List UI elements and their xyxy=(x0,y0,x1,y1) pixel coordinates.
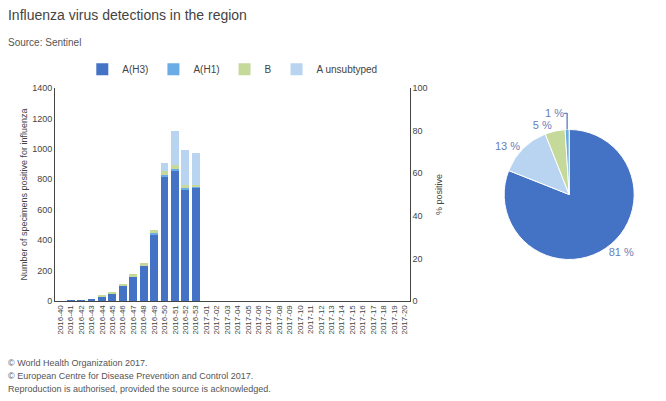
svg-text:100: 100 xyxy=(412,83,427,93)
svg-text:2017-13: 2017-13 xyxy=(327,305,336,335)
svg-text:2017-11: 2017-11 xyxy=(306,305,315,334)
svg-text:40: 40 xyxy=(412,211,422,221)
svg-text:1000: 1000 xyxy=(32,144,52,154)
svg-text:2017-06: 2017-06 xyxy=(254,305,263,335)
svg-text:600: 600 xyxy=(37,205,52,215)
svg-text:% positive: % positive xyxy=(434,174,444,215)
svg-text:2016-53: 2016-53 xyxy=(191,305,200,335)
svg-text:2016-41: 2016-41 xyxy=(66,305,75,335)
svg-text:0: 0 xyxy=(412,296,417,306)
svg-text:A(H3): A(H3) xyxy=(122,64,148,75)
svg-text:A(H1): A(H1) xyxy=(193,64,219,75)
svg-text:2016-42: 2016-42 xyxy=(77,305,86,335)
svg-text:2017-12: 2017-12 xyxy=(317,305,326,335)
svg-text:2017-18: 2017-18 xyxy=(379,305,388,335)
svg-text:400: 400 xyxy=(37,235,52,245)
svg-text:2017-07: 2017-07 xyxy=(264,305,273,335)
svg-text:Reproduction is authorised, pr: Reproduction is authorised, provided the… xyxy=(8,384,271,394)
svg-text:2016-44: 2016-44 xyxy=(98,305,107,335)
svg-text:2017-20: 2017-20 xyxy=(400,305,409,335)
svg-text:2017-05: 2017-05 xyxy=(244,305,253,335)
svg-text:2017-03: 2017-03 xyxy=(223,305,232,335)
svg-text:2017-08: 2017-08 xyxy=(275,305,284,335)
svg-text:Influenza virus detections in: Influenza virus detections in the region xyxy=(8,7,247,23)
svg-text:2016-40: 2016-40 xyxy=(56,305,65,335)
svg-text:2016-43: 2016-43 xyxy=(87,305,96,335)
svg-text:Source: Sentinel: Source: Sentinel xyxy=(8,37,81,48)
svg-text:2016-47: 2016-47 xyxy=(129,305,138,335)
svg-text:2017-14: 2017-14 xyxy=(337,305,346,335)
svg-text:B: B xyxy=(265,64,272,75)
svg-text:A unsubtyped: A unsubtyped xyxy=(317,64,378,75)
svg-text:2017-19: 2017-19 xyxy=(390,305,399,335)
svg-text:20: 20 xyxy=(412,254,422,264)
svg-text:2017-17: 2017-17 xyxy=(369,305,378,335)
svg-text:2016-46: 2016-46 xyxy=(118,305,127,335)
svg-text:2016-49: 2016-49 xyxy=(150,305,159,335)
svg-text:13 %: 13 % xyxy=(495,140,520,152)
svg-text:2017-02: 2017-02 xyxy=(212,305,221,335)
svg-text:5 %: 5 % xyxy=(533,119,552,131)
svg-text:0: 0 xyxy=(47,296,52,306)
svg-text:2016-52: 2016-52 xyxy=(181,305,190,335)
svg-text:1400: 1400 xyxy=(32,83,52,93)
svg-text:2017-01: 2017-01 xyxy=(202,305,211,335)
svg-text:2017-10: 2017-10 xyxy=(296,305,305,335)
svg-text:80: 80 xyxy=(412,126,422,136)
svg-text:81 %: 81 % xyxy=(609,246,634,258)
svg-text:800: 800 xyxy=(37,174,52,184)
svg-text:2017-04: 2017-04 xyxy=(233,305,242,335)
svg-text:1200: 1200 xyxy=(32,114,52,124)
svg-text:2016-51: 2016-51 xyxy=(171,305,180,335)
svg-text:© European Centre for Disease: © European Centre for Disease Prevention… xyxy=(8,371,253,381)
svg-text:2017-15: 2017-15 xyxy=(348,305,357,335)
svg-text:Number of specimens positive f: Number of specimens positive for influen… xyxy=(19,108,29,280)
svg-text:1 %: 1 % xyxy=(545,107,564,119)
svg-text:© World Health Organization 20: © World Health Organization 2017. xyxy=(8,358,148,368)
svg-text:2017-09: 2017-09 xyxy=(285,305,294,335)
svg-text:2016-50: 2016-50 xyxy=(160,305,169,335)
svg-text:2017-16: 2017-16 xyxy=(358,305,367,335)
svg-text:2016-45: 2016-45 xyxy=(108,305,117,335)
svg-text:2016-48: 2016-48 xyxy=(139,305,148,335)
svg-text:200: 200 xyxy=(37,266,52,276)
svg-text:60: 60 xyxy=(412,168,422,178)
